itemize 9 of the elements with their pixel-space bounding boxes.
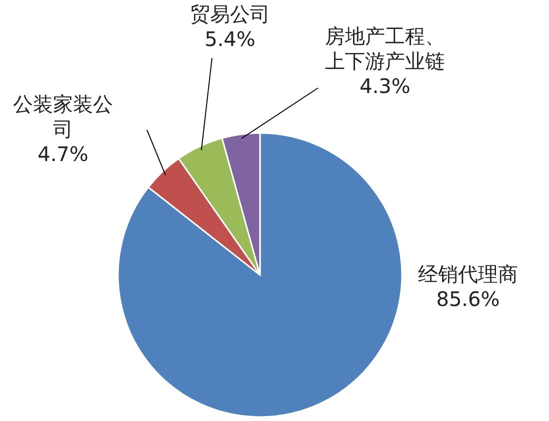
- pie-slice: [117, 132, 403, 418]
- data-label: 85.6%: [435, 287, 501, 312]
- slice-label: 经销代理商: [417, 262, 519, 287]
- data-label: 5.4%: [204, 27, 256, 52]
- data-label: 4.3%: [358, 74, 412, 99]
- slice-label: 房地产工程、上下游产业链: [324, 24, 446, 74]
- data-label: 4.7%: [36, 142, 90, 167]
- slice-label: 公装家装公司: [12, 92, 114, 142]
- slice-label: 贸易公司: [189, 2, 271, 27]
